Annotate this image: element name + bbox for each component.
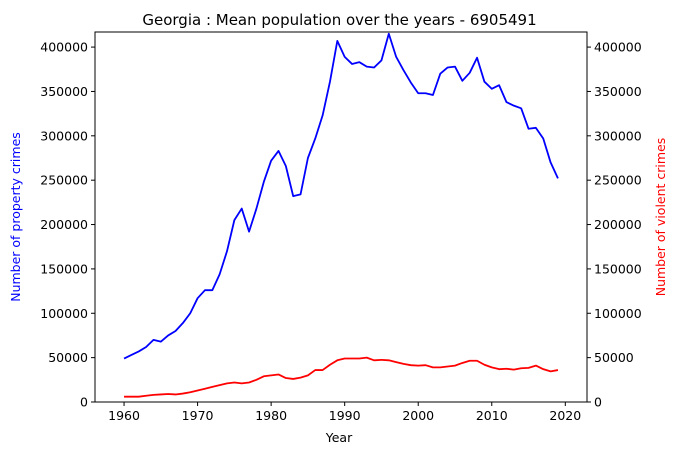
y-tick-label-left: 100000 [40, 306, 88, 321]
y-tick-label-right: 350000 [594, 84, 642, 99]
series-layer [123, 32, 559, 398]
y-tick-label-left: 150000 [40, 261, 88, 276]
y-tick-label-right: 300000 [594, 128, 642, 143]
y-tick-label-left: 0 [80, 395, 88, 410]
x-tick-label: 1990 [329, 408, 361, 423]
y-axis-title-left: Number of property crimes [8, 132, 23, 302]
y-tick-label-right: 200000 [594, 217, 642, 232]
violent-crimes-line [124, 356, 559, 398]
y-tick-label-left: 50000 [48, 350, 88, 365]
x-tick-label: 2010 [476, 408, 508, 423]
chart-title: Georgia : Mean population over the years… [142, 11, 536, 29]
plot-background [95, 32, 587, 402]
y-tick-label-right: 0 [594, 395, 602, 410]
y-tick-label-left: 350000 [40, 84, 88, 99]
plot-area [95, 32, 587, 402]
axes-layer: 1960 1970 1980 1990 2000 2010 2020 0 50000 100000… [40, 31, 642, 423]
y-tick-label-right: 250000 [594, 173, 642, 188]
y-tick-label-right: 150000 [594, 261, 642, 276]
y-tick-label-left: 400000 [40, 40, 88, 55]
y-tick-label-right: 100000 [594, 306, 642, 321]
y-tick-label-left: 300000 [40, 128, 88, 143]
y-tick-label-right: 400000 [594, 40, 642, 55]
y-tick-label-left: 250000 [40, 173, 88, 188]
plot-frame [94, 31, 588, 403]
x-tick-label: 1980 [255, 408, 287, 423]
y-axis-title-right: Number of violent crimes [653, 138, 668, 297]
x-tick-label: 1970 [182, 408, 214, 423]
x-tick-label: 1960 [108, 408, 140, 423]
x-tick-label: 2020 [549, 408, 581, 423]
y-tick-label-left: 200000 [40, 217, 88, 232]
y-tick-label-right: 50000 [594, 350, 634, 365]
x-axis-title: Year [325, 430, 353, 445]
x-tick-label: 2000 [402, 408, 434, 423]
property-crimes-line [123, 32, 559, 360]
